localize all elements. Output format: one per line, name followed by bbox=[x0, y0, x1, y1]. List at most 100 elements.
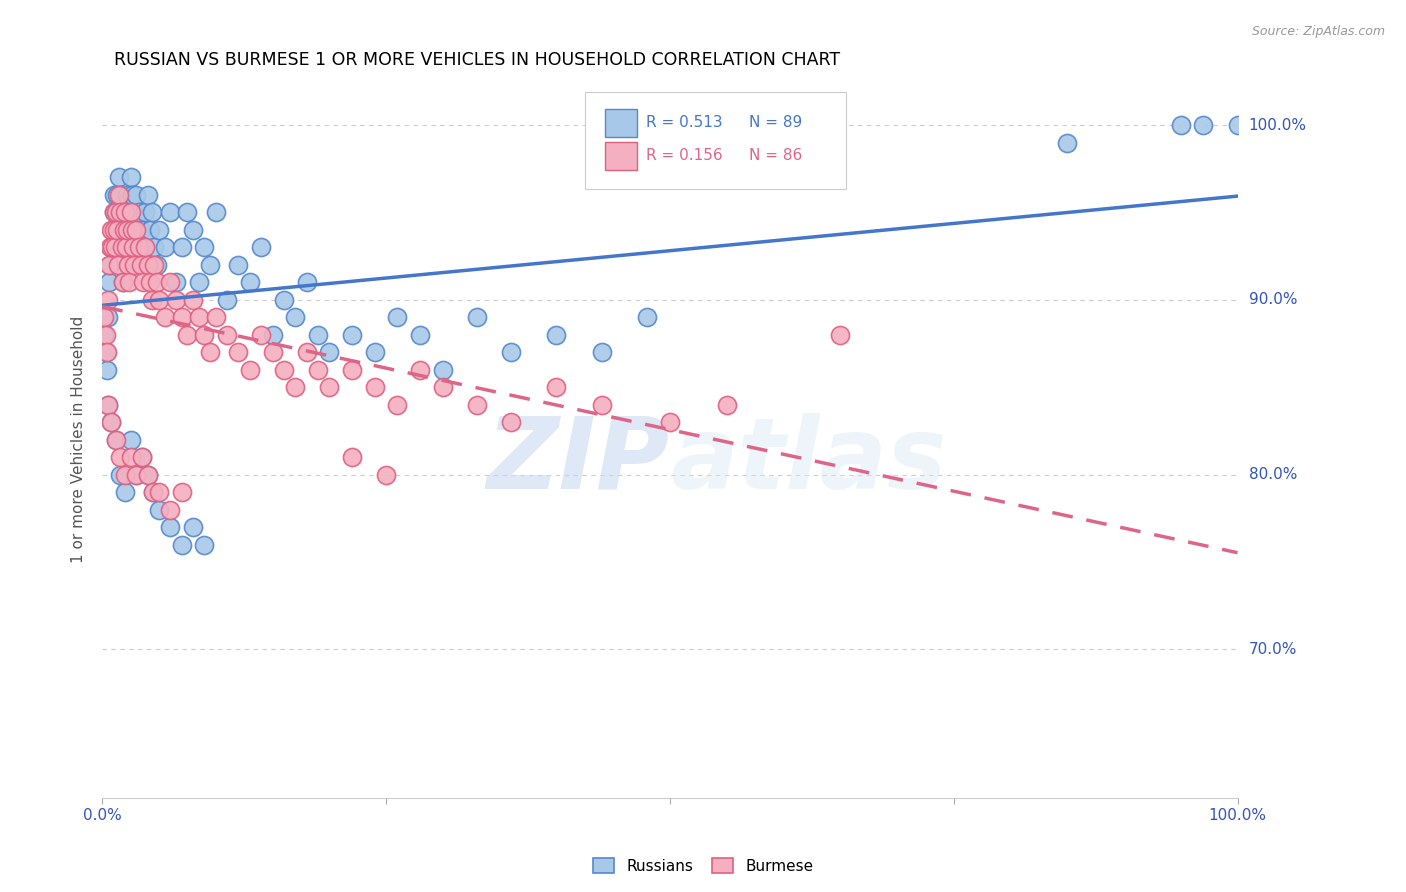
Point bbox=[546, 380, 568, 394]
Point bbox=[145, 258, 167, 272]
Point bbox=[340, 363, 363, 377]
Point bbox=[134, 240, 156, 254]
Point bbox=[110, 188, 132, 202]
Point bbox=[120, 433, 142, 447]
Point bbox=[136, 467, 159, 482]
Point bbox=[120, 205, 142, 219]
Point bbox=[108, 205, 131, 219]
Point bbox=[170, 485, 193, 500]
Point bbox=[97, 398, 120, 412]
Point bbox=[97, 293, 120, 307]
Point bbox=[104, 240, 127, 254]
Point bbox=[131, 450, 153, 465]
Point bbox=[193, 327, 215, 342]
Point bbox=[108, 188, 131, 202]
Point bbox=[114, 205, 136, 219]
Point bbox=[165, 276, 187, 290]
Point bbox=[499, 345, 522, 359]
Point bbox=[170, 240, 193, 254]
Point bbox=[159, 205, 181, 219]
Point bbox=[121, 188, 143, 202]
Point bbox=[284, 310, 307, 325]
Point bbox=[284, 380, 307, 394]
Point bbox=[101, 223, 124, 237]
Point bbox=[165, 293, 187, 307]
Point bbox=[139, 276, 162, 290]
Point bbox=[318, 345, 340, 359]
Point bbox=[1170, 118, 1192, 132]
Point bbox=[111, 276, 134, 290]
Point bbox=[117, 205, 139, 219]
Point bbox=[94, 345, 117, 359]
Point bbox=[104, 433, 127, 447]
Point bbox=[250, 240, 273, 254]
Point bbox=[143, 240, 166, 254]
Point bbox=[112, 223, 135, 237]
Point bbox=[141, 293, 163, 307]
Point bbox=[198, 345, 221, 359]
Point bbox=[120, 170, 142, 185]
FancyBboxPatch shape bbox=[585, 92, 846, 189]
Point bbox=[375, 467, 398, 482]
Point bbox=[409, 363, 432, 377]
Point bbox=[136, 467, 159, 482]
Point bbox=[363, 345, 385, 359]
Point bbox=[141, 205, 163, 219]
Point bbox=[387, 310, 409, 325]
Point bbox=[114, 485, 136, 500]
Point bbox=[117, 258, 139, 272]
Point bbox=[103, 223, 125, 237]
Text: 90.0%: 90.0% bbox=[1249, 293, 1298, 308]
Point bbox=[187, 310, 209, 325]
Point bbox=[830, 327, 852, 342]
Point bbox=[193, 538, 215, 552]
Text: 100.0%: 100.0% bbox=[1249, 118, 1306, 133]
Point bbox=[239, 276, 262, 290]
Text: N = 86: N = 86 bbox=[749, 148, 803, 163]
Point bbox=[1192, 118, 1215, 132]
Point bbox=[100, 240, 122, 254]
Point bbox=[273, 293, 295, 307]
Point bbox=[363, 380, 385, 394]
Point bbox=[108, 170, 131, 185]
Point bbox=[103, 205, 125, 219]
Text: RUSSIAN VS BURMESE 1 OR MORE VEHICLES IN HOUSEHOLD CORRELATION CHART: RUSSIAN VS BURMESE 1 OR MORE VEHICLES IN… bbox=[114, 51, 839, 69]
Point bbox=[591, 345, 613, 359]
Point bbox=[100, 415, 122, 429]
Point bbox=[98, 240, 121, 254]
Text: N = 89: N = 89 bbox=[749, 115, 803, 130]
Point bbox=[181, 223, 204, 237]
Point bbox=[148, 485, 170, 500]
Point bbox=[273, 363, 295, 377]
Point bbox=[432, 380, 454, 394]
Point bbox=[142, 485, 165, 500]
Point bbox=[104, 205, 127, 219]
Point bbox=[98, 258, 121, 272]
Point bbox=[465, 398, 488, 412]
Point bbox=[148, 293, 170, 307]
Point bbox=[112, 240, 135, 254]
FancyBboxPatch shape bbox=[605, 142, 637, 169]
Text: R = 0.513: R = 0.513 bbox=[645, 115, 723, 130]
Point bbox=[159, 520, 181, 534]
Point bbox=[118, 240, 141, 254]
Point bbox=[139, 223, 162, 237]
Point bbox=[128, 240, 150, 254]
Point bbox=[142, 485, 165, 500]
Point bbox=[114, 205, 136, 219]
Point bbox=[118, 276, 141, 290]
Text: atlas: atlas bbox=[669, 413, 946, 509]
Point bbox=[636, 310, 658, 325]
Text: 70.0%: 70.0% bbox=[1249, 642, 1296, 657]
Point bbox=[159, 502, 181, 516]
Point bbox=[98, 258, 121, 272]
Point bbox=[110, 205, 132, 219]
Point bbox=[159, 276, 181, 290]
Point bbox=[228, 258, 250, 272]
Point bbox=[104, 433, 127, 447]
Y-axis label: 1 or more Vehicles in Household: 1 or more Vehicles in Household bbox=[72, 316, 86, 564]
Point bbox=[97, 398, 120, 412]
Text: R = 0.156: R = 0.156 bbox=[645, 148, 723, 163]
Point bbox=[115, 223, 138, 237]
Point bbox=[121, 223, 143, 237]
